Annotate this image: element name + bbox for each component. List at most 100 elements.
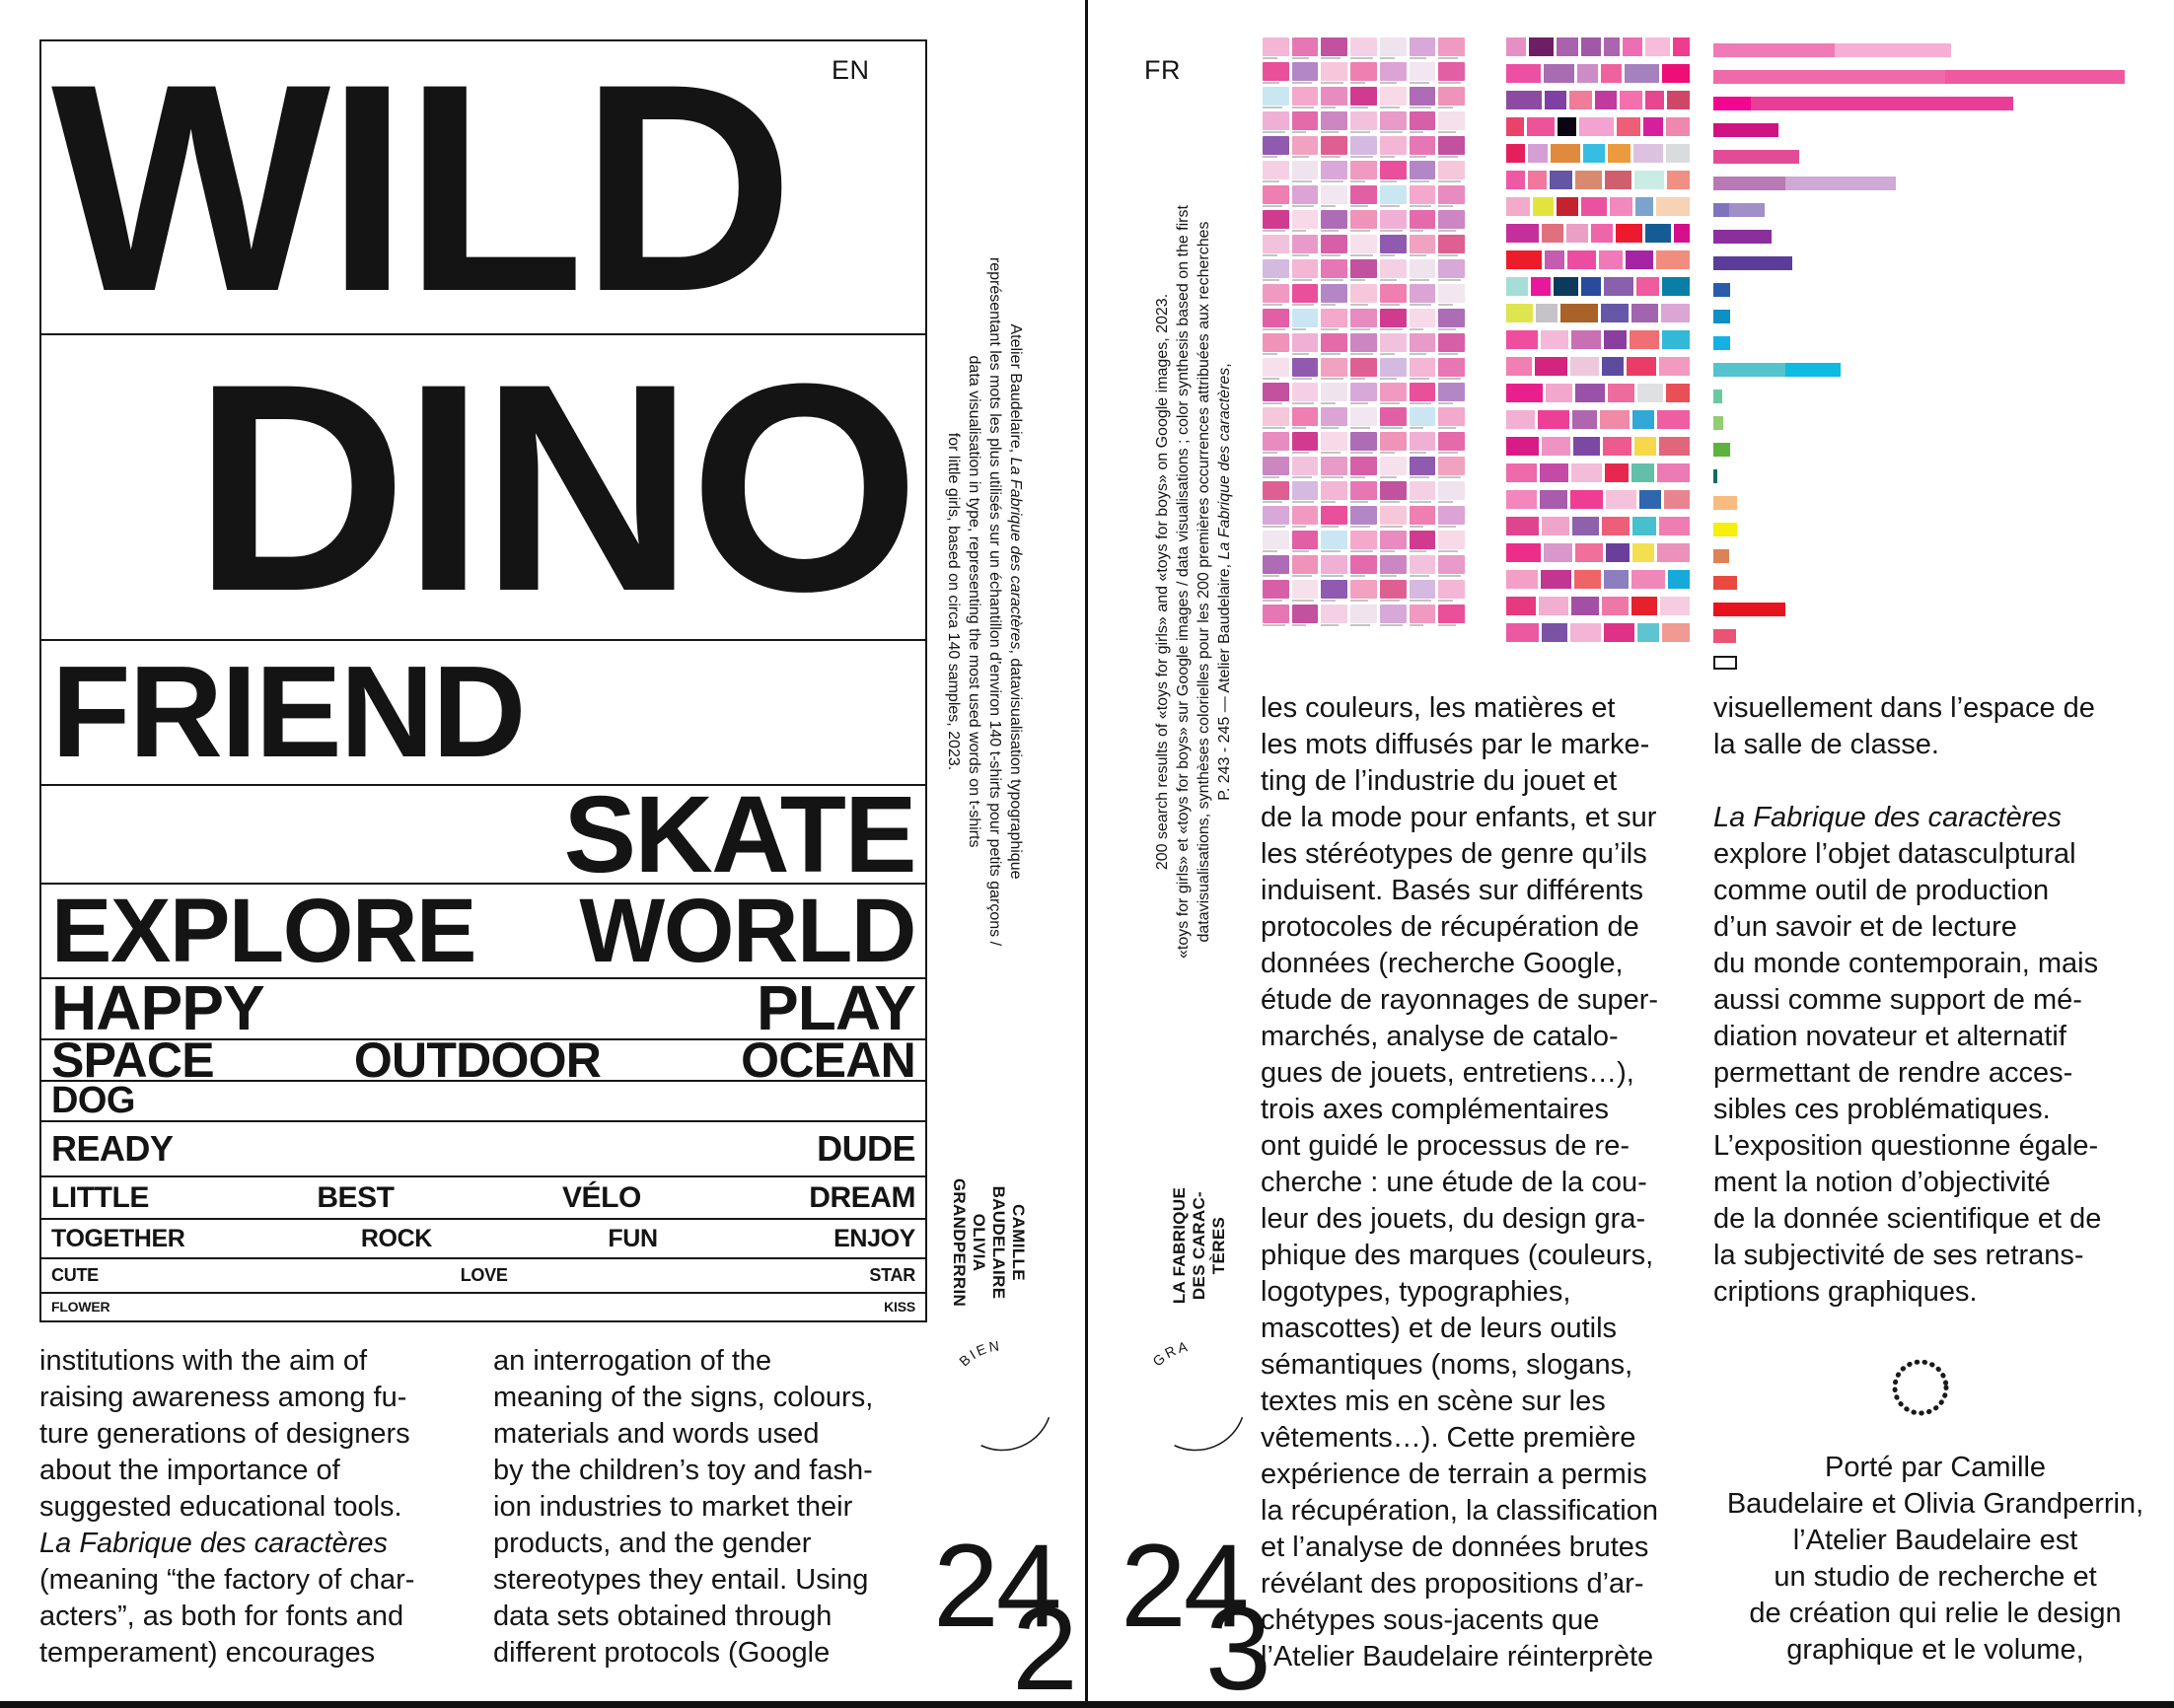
- toy-thumbnail-caption: [1438, 378, 1462, 380]
- palette-swatch: [1606, 490, 1636, 509]
- toy-thumbnail-image: [1379, 358, 1407, 377]
- palette-swatch: [1529, 37, 1554, 56]
- toy-thumbnail-caption: [1379, 107, 1400, 108]
- palette-swatch: [1506, 384, 1544, 402]
- palette-swatch: [1626, 357, 1657, 376]
- palette-swatch: [1656, 250, 1690, 269]
- palette-swatch: [1506, 570, 1538, 589]
- toy-thumbnail: [1291, 111, 1319, 133]
- text-segment: (meaning “the factory of char-: [39, 1564, 415, 1596]
- toy-thumbnail-image: [1321, 309, 1348, 327]
- toy-thumbnail-caption: [1350, 526, 1371, 528]
- palette-swatch: [1600, 304, 1630, 322]
- palette-swatch: [1575, 171, 1602, 189]
- palette-swatch: [1528, 171, 1548, 189]
- display-word: WILD: [51, 41, 794, 335]
- palette-swatch: [1638, 490, 1661, 509]
- toy-thumbnail-caption: [1263, 279, 1280, 281]
- page-number-242-big: 24: [933, 1520, 1061, 1652]
- toy-thumbnail-image: [1291, 555, 1319, 574]
- bar-segment: [1729, 203, 1765, 217]
- bar-segment: [1713, 363, 1785, 377]
- toy-thumbnail-caption: [1350, 230, 1371, 232]
- toy-thumbnail-image: [1263, 457, 1289, 475]
- toy-thumbnail-image: [1263, 481, 1289, 500]
- toy-thumbnail-image: [1350, 136, 1377, 155]
- toy-thumbnail-image: [1321, 457, 1348, 475]
- palette-swatch: [1557, 117, 1576, 136]
- toy-thumbnail-caption: [1379, 254, 1395, 256]
- toy-thumbnail-image: [1350, 407, 1377, 426]
- toy-thumbnail: [1409, 185, 1436, 207]
- palette-swatch: [1574, 543, 1604, 562]
- palette-swatch: [1559, 304, 1598, 322]
- toy-thumbnail-caption: [1350, 131, 1371, 133]
- text-segment: comme outil de production: [1713, 875, 2050, 906]
- toy-thumbnail: [1409, 407, 1436, 429]
- toy-thumbnail: [1438, 37, 1466, 59]
- collage-row: [1263, 185, 1466, 207]
- toy-thumbnail: [1409, 432, 1436, 454]
- text-segment: criptions graphiques.: [1713, 1276, 1978, 1308]
- bar-chart-row: [1713, 256, 2138, 270]
- toy-thumbnail-caption: [1379, 501, 1400, 503]
- toy-thumbnail: [1291, 457, 1319, 478]
- toy-thumbnail-image: [1409, 481, 1436, 500]
- bar-segment: [1713, 656, 1737, 670]
- toy-thumbnail-caption: [1291, 600, 1315, 602]
- toy-thumbnail-image: [1409, 333, 1436, 352]
- toy-thumbnail-image: [1291, 111, 1319, 130]
- toy-thumbnail: [1438, 531, 1466, 552]
- toy-thumbnail: [1350, 62, 1377, 84]
- palette-swatch: [1605, 463, 1630, 482]
- toy-thumbnail: [1291, 62, 1319, 84]
- toy-thumbnail-image: [1291, 481, 1319, 500]
- palette-swatch: [1553, 277, 1579, 296]
- toy-thumbnail-image: [1263, 605, 1289, 623]
- text-line: diation novateur et alternatif: [1713, 1019, 2157, 1055]
- toy-thumbnail-image: [1350, 37, 1377, 56]
- palette-row: [1506, 623, 1690, 642]
- toy-thumbnail-image: [1263, 358, 1289, 377]
- text-segment: de création qui relie le design: [1749, 1598, 2122, 1629]
- toy-thumbnail-caption: [1263, 156, 1277, 158]
- palette-swatch: [1645, 37, 1671, 56]
- palette-swatch: [1665, 117, 1690, 136]
- palette-swatch: [1630, 330, 1660, 349]
- toy-thumbnail: [1321, 432, 1348, 454]
- text-line: étude de rayonnages de super-: [1261, 982, 1704, 1019]
- text-line: datavisualisations, synthèses colorielle…: [1194, 163, 1214, 1001]
- text-line: de la donnée scientifique et de: [1713, 1201, 2157, 1238]
- palette-swatch: [1506, 91, 1542, 109]
- word-row: WILD: [41, 41, 925, 335]
- svg-text:BIENNALE INTERNATIONALE DE DES: BIENNALE INTERNATIONALE DE DESIGN: [935, 1333, 1002, 1370]
- toy-thumbnail: [1409, 457, 1436, 478]
- text-line: du monde contemporain, mais: [1713, 946, 2157, 982]
- toy-thumbnail-image: [1321, 87, 1348, 106]
- display-word: STAR: [869, 1265, 915, 1286]
- toy-thumbnail-image: [1379, 111, 1407, 130]
- collage-row: [1263, 284, 1466, 306]
- palette-swatch: [1631, 597, 1658, 615]
- toy-thumbnail-caption: [1291, 57, 1310, 59]
- palette-swatch: [1556, 197, 1579, 216]
- toy-thumbnail: [1291, 185, 1319, 207]
- text-segment: logotypes, typographies,: [1261, 1276, 1571, 1308]
- palette-swatch: [1542, 437, 1571, 456]
- toy-thumbnail-caption: [1438, 353, 1459, 355]
- bar-chart-row: [1713, 70, 2138, 84]
- text-line: un studio de recherche et: [1713, 1559, 2157, 1596]
- toy-thumbnail-caption: [1291, 304, 1315, 306]
- toy-thumbnail-caption: [1379, 205, 1400, 207]
- bar-segment: [1945, 70, 2125, 84]
- page-number-243-big: 24: [1121, 1520, 1249, 1652]
- text-line: l’Atelier Baudelaire est: [1713, 1523, 2157, 1559]
- toy-thumbnail-image: [1291, 37, 1319, 56]
- right-caption: 200 search results of «toys for girls» a…: [1152, 163, 1235, 1001]
- toy-thumbnail-caption: [1291, 107, 1315, 108]
- text-line: [1713, 763, 2157, 800]
- bar-segment: [1713, 310, 1730, 323]
- toy-thumbnail: [1409, 481, 1436, 503]
- toy-thumbnail-caption: [1321, 353, 1341, 355]
- toy-thumbnail-image: [1379, 185, 1407, 204]
